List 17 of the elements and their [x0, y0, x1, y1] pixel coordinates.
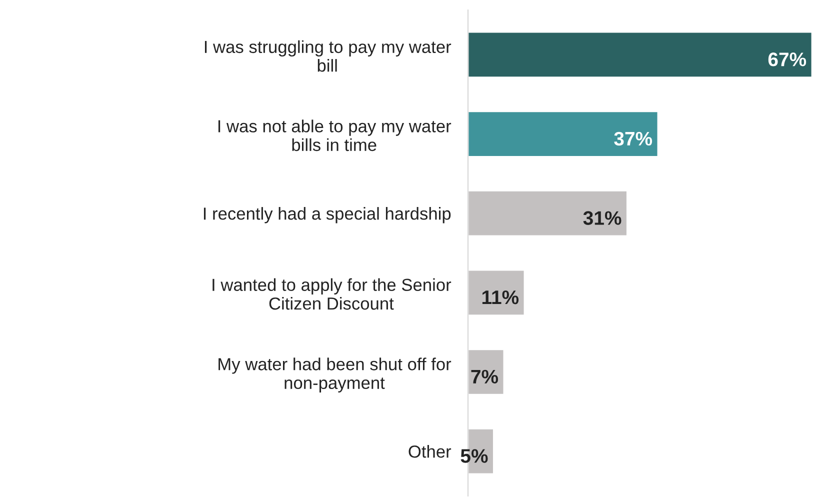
y-tick-label: Other — [408, 445, 452, 458]
bar — [468, 269, 526, 316]
data-label: 5% — [460, 449, 488, 463]
data-label: 31% — [583, 211, 622, 225]
data-label: 7% — [471, 370, 498, 384]
bar — [468, 190, 628, 237]
bar — [468, 31, 812, 78]
y-tick-label: I was struggling to pay my water bill — [204, 40, 452, 72]
bar — [468, 110, 659, 158]
data-label: 37% — [614, 132, 652, 146]
y-tick-label: I was not able to pay my water bills in time — [218, 120, 452, 152]
data-label: 67% — [768, 52, 806, 66]
y-tick-label: I wanted to apply for the Senior Citizen Discount — [212, 278, 452, 310]
y-tick-label: My water had been shut off for non-payment — [218, 358, 452, 392]
data-label: 11% — [482, 290, 519, 304]
y-tick-label: I recently had a special hardship — [204, 207, 451, 224]
bar — [468, 348, 505, 396]
